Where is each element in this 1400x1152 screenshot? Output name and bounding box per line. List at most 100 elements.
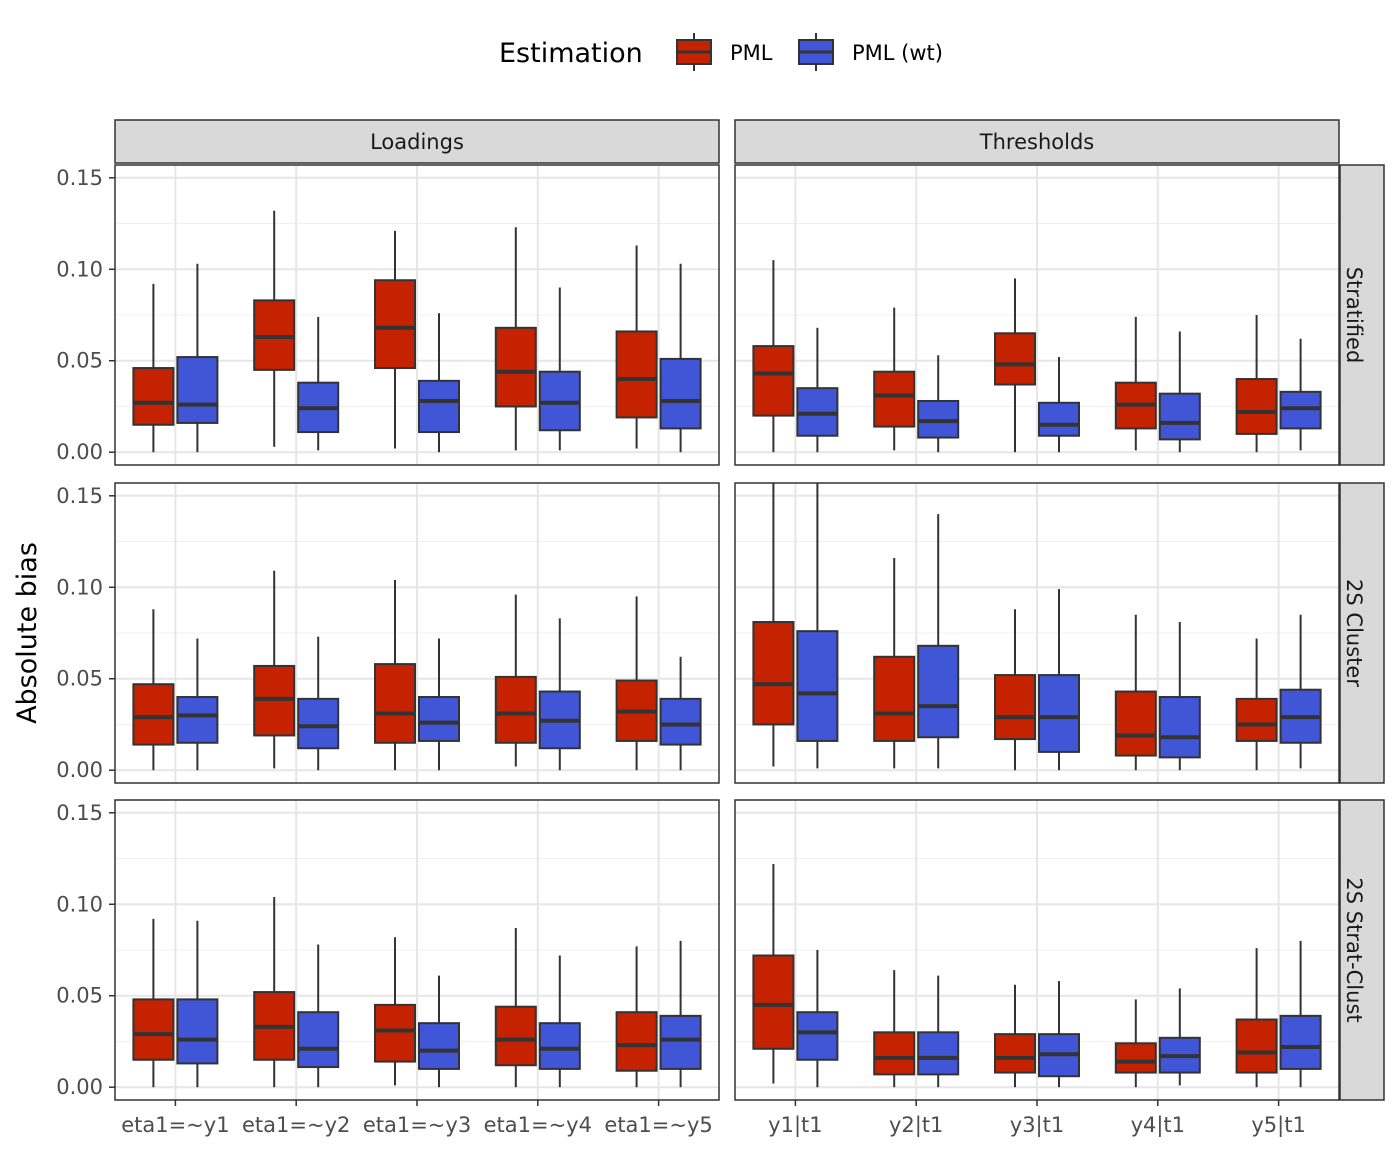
panel-2s-strat-clust-loadings — [114, 799, 720, 1101]
box-y5-t1-pml — [1235, 638, 1278, 771]
facet-strip-loadings: Loadings — [114, 119, 720, 164]
box-y2-t1-pml-wt — [917, 975, 960, 1088]
panel-border — [114, 482, 720, 784]
strip-label-thresholds: Thresholds — [979, 130, 1094, 154]
iqr-box — [873, 370, 916, 428]
facet-strip-2s-strat-clust: 2S Strat-Clust — [1339, 799, 1385, 1101]
iqr-box — [538, 1022, 581, 1070]
iqr-box — [1038, 401, 1080, 437]
box-y5-t1-pml — [1235, 948, 1278, 1088]
box-eta1-y4-pml — [494, 928, 537, 1088]
iqr-box — [1158, 392, 1201, 441]
iqr-box — [418, 1022, 460, 1070]
box-y2-t1-pml — [873, 970, 916, 1088]
gridlines — [735, 165, 1339, 465]
box-eta1-y5-pml — [615, 596, 658, 771]
iqr-box — [1279, 1014, 1322, 1070]
box-y3-t1-pml-wt — [1038, 357, 1080, 453]
y-tick-label: 0.00 — [56, 758, 103, 782]
panel-2s-strat-clust-thresholds — [734, 799, 1340, 1101]
boxes — [752, 864, 1322, 1088]
panels — [114, 164, 1340, 1101]
y-tick-label: 0.15 — [56, 484, 103, 508]
iqr-box — [418, 379, 460, 434]
iqr-box — [615, 330, 658, 419]
box-y3-t1-pml — [994, 984, 1036, 1088]
iqr-box — [1235, 1018, 1278, 1074]
box-eta1-y3-pml-wt — [418, 975, 460, 1088]
strip-background — [1339, 164, 1385, 466]
box-y2-t1-pml — [873, 558, 916, 769]
facet-strip-thresholds: Thresholds — [734, 119, 1340, 164]
x-tick-label: y1|t1 — [768, 1113, 822, 1138]
iqr-box — [132, 367, 175, 426]
iqr-box — [659, 697, 702, 746]
panel-stratified-thresholds — [734, 164, 1340, 466]
box-eta1-y5-pml — [615, 946, 658, 1088]
legend-entry-pml: PML — [676, 33, 773, 71]
legend-entry-pml-wt: PML (wt) — [798, 33, 943, 71]
box-y3-t1-pml-wt — [1038, 981, 1080, 1088]
iqr-box — [1235, 697, 1278, 742]
box-eta1-y4-pml-wt — [538, 955, 581, 1088]
box-eta1-y2-pml — [253, 210, 296, 447]
y-tick-label: 0.05 — [56, 667, 103, 691]
box-y4-t1-pml — [1114, 316, 1157, 451]
box-y5-t1-pml-wt — [1279, 338, 1322, 451]
iqr-box — [659, 1014, 702, 1070]
legend-label-pml: PML — [730, 41, 773, 65]
boxes — [752, 260, 1322, 453]
y-tick-label: 0.05 — [56, 349, 103, 373]
iqr-box — [374, 279, 416, 370]
box-y4-t1-pml-wt — [1158, 331, 1201, 453]
iqr-box — [374, 663, 416, 744]
box-eta1-y1-pml — [132, 283, 175, 453]
box-y1-t1-pml — [752, 260, 795, 453]
iqr-box — [796, 1011, 839, 1061]
box-y3-t1-pml — [994, 609, 1036, 771]
box-eta1-y1-pml — [132, 918, 175, 1088]
box-y4-t1-pml — [1114, 614, 1157, 771]
panel-2s-cluster-thresholds — [734, 482, 1340, 784]
iqr-box — [132, 683, 175, 746]
iqr-box — [752, 345, 795, 417]
iqr-box — [1114, 1042, 1157, 1074]
strip-label-stratified: Stratified — [1342, 267, 1366, 364]
iqr-box — [1038, 674, 1080, 753]
legend-title: Estimation — [499, 38, 643, 69]
box-y2-t1-pml — [873, 307, 916, 451]
iqr-box — [752, 954, 795, 1050]
strip-label-loadings: Loadings — [370, 130, 464, 154]
iqr-box — [615, 1011, 658, 1072]
y-axis-stratified: 0.00 0.05 0.10 0.15 — [56, 166, 115, 464]
y-tick-label: 0.00 — [56, 1075, 103, 1099]
iqr-box — [494, 1005, 537, 1067]
box-eta1-y2-pml-wt — [297, 636, 340, 771]
x-tick-label: eta1=~y4 — [484, 1113, 592, 1137]
iqr-box — [494, 326, 537, 408]
panel-border — [734, 482, 1340, 784]
legend-label-pml-wt: PML (wt) — [852, 41, 943, 65]
iqr-box — [994, 674, 1036, 741]
box-y5-t1-pml-wt — [1279, 614, 1322, 769]
iqr-box — [752, 621, 795, 726]
panel-2s-cluster-loadings — [114, 482, 720, 784]
box-eta1-y5-pml — [615, 245, 658, 449]
box-y3-t1-pml — [994, 278, 1036, 453]
box-eta1-y2-pml-wt — [297, 316, 340, 451]
x-tick-label: y2|t1 — [889, 1113, 943, 1138]
boxes — [132, 210, 702, 453]
box-y5-t1-pml-wt — [1279, 940, 1322, 1088]
box-eta1-y3-pml — [374, 579, 416, 771]
panel-border — [114, 164, 720, 466]
y-axis-2s-cluster: 0.00 0.05 0.10 0.15 — [56, 484, 115, 782]
iqr-box — [132, 998, 175, 1061]
box-eta1-y2-pml — [253, 896, 296, 1088]
y-tick-label: 0.05 — [56, 984, 103, 1008]
iqr-box — [873, 655, 916, 742]
x-tick-label: eta1=~y2 — [242, 1113, 350, 1137]
panel-stratified-loadings — [114, 164, 720, 466]
y-tick-label: 0.10 — [56, 575, 103, 599]
strip-background — [1339, 482, 1385, 784]
box-eta1-y5-pml-wt — [659, 656, 702, 771]
